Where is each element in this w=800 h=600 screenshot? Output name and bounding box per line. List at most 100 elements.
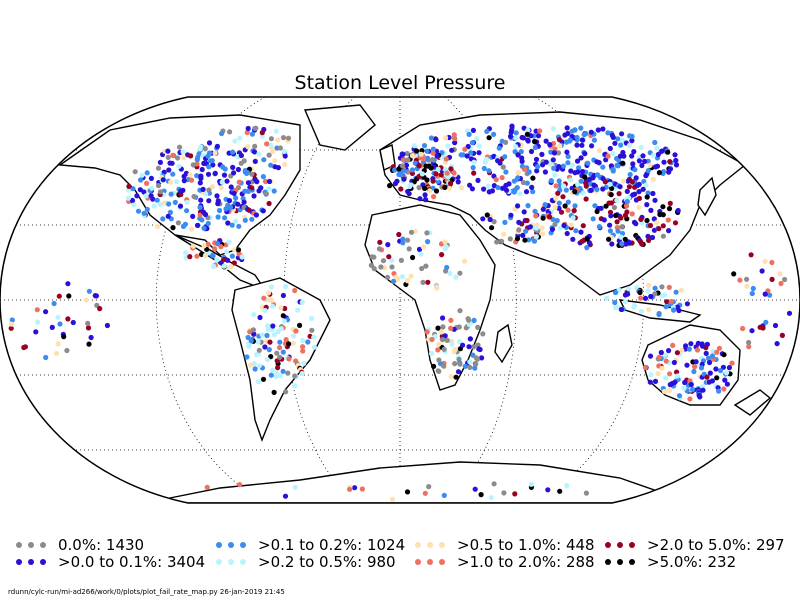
station-dot xyxy=(699,343,706,349)
station-dot xyxy=(266,200,272,207)
station-dot xyxy=(132,169,138,175)
station-dot xyxy=(630,192,636,198)
station-dot xyxy=(451,132,457,138)
station-dot xyxy=(166,201,172,207)
station-dot xyxy=(249,171,255,177)
station-dot xyxy=(190,162,196,168)
station-dot xyxy=(405,237,411,243)
station-dot xyxy=(131,202,137,208)
station-dot xyxy=(266,186,272,192)
station-dot xyxy=(138,177,144,183)
legend-item: >5.0%: 232 xyxy=(605,553,736,571)
station-dot xyxy=(9,317,15,323)
station-dot xyxy=(636,158,643,164)
station-dot xyxy=(268,162,274,168)
station-dot xyxy=(609,132,615,138)
station-dot xyxy=(675,207,681,214)
station-dot xyxy=(251,331,257,337)
station-dot xyxy=(612,289,619,296)
station-dot xyxy=(470,127,476,133)
station-dot xyxy=(532,144,538,151)
station-dot xyxy=(235,247,242,253)
station-dot xyxy=(626,184,633,190)
station-dot xyxy=(441,492,447,498)
station-dot xyxy=(229,222,235,228)
station-dot xyxy=(666,206,673,212)
station-dot xyxy=(528,481,534,487)
station-dot xyxy=(499,175,505,181)
station-dot xyxy=(273,373,279,379)
station-dot xyxy=(430,150,436,156)
station-dot xyxy=(650,190,656,197)
station-dot xyxy=(643,173,649,179)
legend-marker xyxy=(216,557,252,567)
station-dot xyxy=(209,184,216,190)
legend-label: >0.2 to 0.5%: 980 xyxy=(258,553,396,571)
station-dot xyxy=(235,201,241,207)
station-dot xyxy=(125,195,132,201)
station-dot xyxy=(268,354,274,360)
station-dot xyxy=(238,152,244,159)
station-dot xyxy=(33,329,39,335)
station-dot xyxy=(271,389,277,395)
station-dot xyxy=(282,493,289,499)
station-dot xyxy=(282,153,288,159)
station-dot xyxy=(439,252,445,258)
station-dot xyxy=(632,167,638,173)
station-dot xyxy=(495,158,501,164)
station-dot xyxy=(580,223,586,229)
station-dot xyxy=(61,334,67,340)
station-dot xyxy=(565,153,571,160)
station-dot xyxy=(629,211,635,217)
station-dot xyxy=(560,194,566,200)
station-dot xyxy=(244,354,250,360)
station-dot xyxy=(166,167,172,173)
station-dot xyxy=(401,168,407,174)
station-dot xyxy=(646,237,652,243)
station-dot xyxy=(578,229,584,235)
station-dot xyxy=(219,130,225,137)
station-dot xyxy=(724,381,731,387)
legend-item: >1.0 to 2.0%: 288 xyxy=(415,553,595,571)
station-dot xyxy=(283,389,289,395)
station-dot xyxy=(486,168,492,174)
station-dot xyxy=(638,295,644,301)
station-dot xyxy=(281,318,287,324)
legend-label: >5.0%: 232 xyxy=(647,553,737,571)
legend-marker xyxy=(415,540,451,550)
station-dot xyxy=(610,166,616,172)
station-dot xyxy=(556,137,563,143)
station-dot xyxy=(418,151,424,157)
station-dot xyxy=(255,339,261,345)
station-dot xyxy=(576,165,582,171)
station-dot xyxy=(513,144,519,150)
station-dot xyxy=(494,239,500,245)
station-dot xyxy=(85,325,92,331)
station-dot xyxy=(222,215,228,221)
station-dot xyxy=(88,334,94,341)
station-dot xyxy=(201,225,207,231)
station-dot xyxy=(578,178,584,184)
station-dot xyxy=(250,327,256,333)
station-dot xyxy=(484,212,490,218)
station-dot xyxy=(502,219,508,225)
station-dot xyxy=(466,131,472,137)
station-dot xyxy=(212,246,218,252)
legend-marker xyxy=(605,540,641,550)
station-dot xyxy=(212,150,218,156)
station-dot xyxy=(129,197,135,203)
station-dot xyxy=(663,304,669,310)
station-dot xyxy=(714,375,720,381)
station-dot xyxy=(126,187,132,193)
station-dot xyxy=(600,164,606,170)
station-dot xyxy=(574,158,581,164)
station-dot xyxy=(521,209,527,215)
station-dot xyxy=(704,374,710,380)
station-dot xyxy=(614,197,620,203)
station-dot xyxy=(286,341,292,347)
station-dot xyxy=(161,200,167,206)
station-dot xyxy=(259,130,265,136)
station-dot xyxy=(267,339,273,345)
station-dot xyxy=(425,239,431,245)
station-dot xyxy=(236,223,242,229)
